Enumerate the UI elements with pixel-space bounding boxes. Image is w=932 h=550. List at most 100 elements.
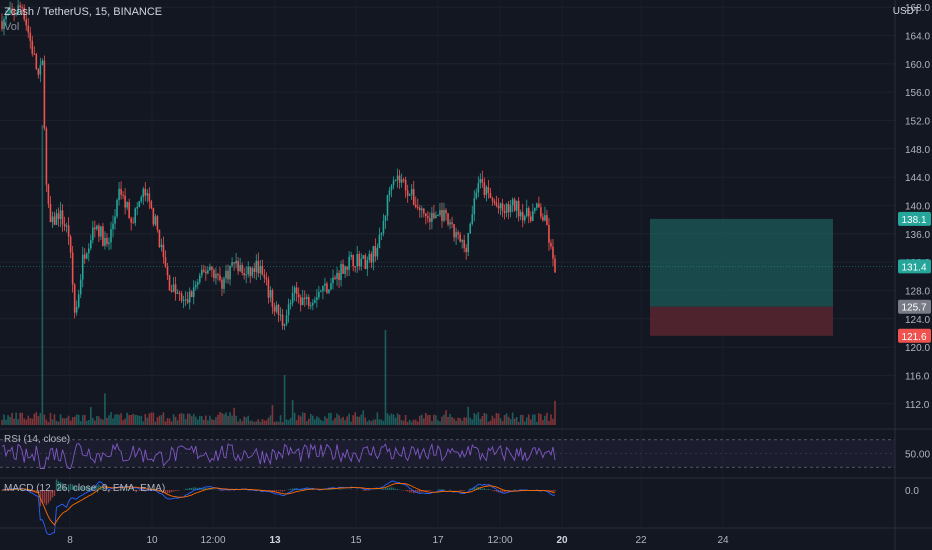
rsi-line [1, 442, 556, 469]
volume-bar [479, 418, 482, 425]
macd-histogram-bar [51, 490, 54, 498]
time-tick-label: 13 [269, 535, 281, 546]
volume-bar [531, 414, 534, 425]
price-tag [898, 328, 931, 343]
macd-histogram-bar [186, 488, 189, 490]
macd-tick-label: 0.0 [905, 486, 919, 497]
volume-bar [87, 420, 90, 425]
volume-bar [158, 415, 161, 425]
candle-body [289, 302, 292, 305]
price-axis[interactable]: 168.0 164.0 160.0 156.0 152.0 148.0 144.0 140.0… [894, 0, 930, 550]
macd-histogram-bar [223, 490, 225, 491]
volume-bar [160, 414, 163, 425]
candle-body [495, 202, 498, 206]
volume-bar [205, 415, 207, 425]
volume-bar [182, 413, 185, 425]
price-tick-label: 160.0 [905, 60, 930, 71]
candle-body [235, 260, 237, 264]
candle-body [493, 200, 496, 203]
macd-histogram-bar [507, 490, 510, 491]
price-tag-label: 121.6 [901, 332, 926, 343]
candle-body [320, 291, 322, 293]
volume-bar [495, 412, 498, 425]
macd-histogram-bar [82, 486, 84, 490]
candle-body [384, 215, 387, 221]
candle-body [221, 279, 223, 289]
volume-bar [261, 419, 264, 425]
candle-body [318, 291, 320, 298]
volume-bar [392, 414, 395, 425]
volume-bars [1, 125, 556, 425]
candle-body [49, 203, 52, 223]
candle-body [231, 262, 233, 266]
volume-bar [122, 420, 124, 425]
macd-histogram-bar [406, 490, 409, 492]
position-tool[interactable] [0, 218, 895, 336]
macd-histogram-bar [197, 487, 199, 490]
macd-histogram-bar [386, 487, 389, 490]
volume-bar [542, 420, 544, 425]
macd-histogram-bar [283, 490, 286, 492]
candle-body [63, 224, 66, 227]
volume-bar [519, 414, 522, 425]
volume-bar [124, 418, 126, 425]
candle-body [314, 300, 316, 303]
macd-histogram-bar [289, 488, 292, 490]
volume-bar [481, 416, 484, 425]
volume-bar [328, 413, 330, 425]
volume-bar [485, 413, 488, 425]
candle-body [211, 266, 213, 270]
volume-bar [267, 417, 270, 425]
candle-body [489, 193, 492, 198]
candle-body [73, 284, 76, 313]
candle-body [205, 271, 207, 274]
candle-body [168, 275, 171, 291]
candle-body [455, 232, 457, 238]
volume-bar [378, 419, 381, 425]
candle-body [164, 257, 167, 267]
candle-body [483, 182, 486, 195]
macd-pane: 0.0 [1, 479, 919, 536]
volume-bar [229, 412, 231, 425]
volume-bar [425, 412, 427, 425]
volume-bar [227, 415, 229, 425]
candle-body [1, 21, 3, 30]
candle-body [348, 256, 350, 270]
candle-body [447, 213, 449, 225]
volume-bar [402, 420, 405, 425]
candle-body [465, 247, 467, 253]
price-tick-label: 128.0 [905, 286, 930, 297]
volume-bar [326, 418, 328, 425]
volume-bar [465, 417, 467, 425]
macd-histogram-bar [419, 490, 421, 493]
macd-histogram-bar [164, 490, 167, 494]
candle-body [134, 208, 137, 224]
candle-body [255, 260, 258, 273]
volume-bar [384, 330, 387, 425]
price-tick-label: 136.0 [905, 230, 930, 241]
volume-bar [376, 412, 379, 425]
volume-bar [388, 415, 391, 425]
candle-body [94, 227, 96, 230]
candle-body [192, 287, 195, 298]
volume-bar [475, 414, 478, 425]
macd-histogram-bar [156, 490, 159, 492]
macd-histogram-bar [142, 490, 144, 491]
candle-body [499, 203, 502, 209]
volume-bar [245, 417, 248, 425]
candle-body [87, 248, 90, 254]
candle-body [336, 272, 338, 279]
candle-body [23, 7, 26, 20]
candle-body [71, 252, 74, 285]
candle-body [372, 246, 375, 263]
volume-bar [275, 421, 278, 425]
candle-body [198, 275, 201, 283]
candle-body [344, 266, 346, 274]
candle-body [487, 187, 490, 194]
volume-bar [386, 413, 389, 425]
time-axis[interactable]: 8 10 12:00 13 15 17 12:00 20 22 24 [0, 527, 932, 546]
volume-bar [370, 421, 373, 425]
candle-body [501, 203, 504, 212]
macd-histogram-bar [140, 490, 142, 491]
